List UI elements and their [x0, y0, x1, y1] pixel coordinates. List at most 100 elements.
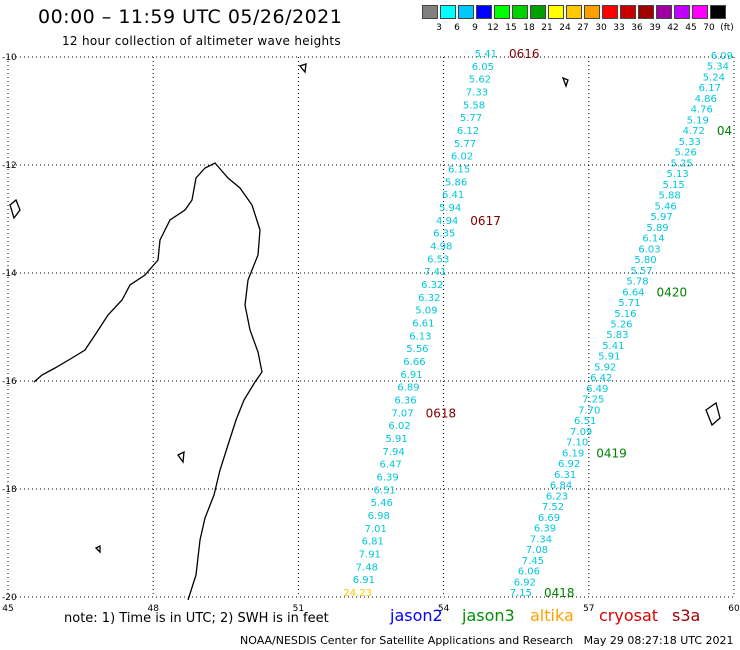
swh-value: 6.31	[554, 470, 576, 481]
swh-value: 7.09	[570, 427, 592, 438]
lon-tick-label: 57	[583, 604, 594, 614]
swh-value: 6.42	[590, 373, 612, 384]
swh-value: 6.05	[472, 62, 494, 73]
island-2	[298, 63, 307, 74]
swh-value: 5.89	[646, 223, 668, 234]
swh-value: 7.91	[359, 550, 381, 561]
island-6	[94, 544, 101, 554]
swh-value: 5.19	[687, 115, 709, 126]
swh-value: 6.47	[379, 460, 401, 471]
swh-value: 6.39	[534, 524, 556, 535]
swh-value: 6.09	[711, 51, 733, 62]
time-label: 0419	[596, 446, 627, 460]
legend-label: 18	[523, 23, 535, 33]
swh-value: 6.12	[457, 126, 479, 137]
island-3	[561, 76, 569, 88]
coastline	[9, 63, 721, 601]
lat-tick-label: -18	[2, 485, 17, 495]
swh-value: 6.66	[403, 357, 425, 368]
swh-value: 7.08	[526, 545, 548, 556]
swh-value: 6.49	[586, 384, 608, 395]
lat-lon-grid	[7, 56, 735, 598]
lon-tick-label: 60	[728, 604, 740, 614]
map-subtitle: 12 hour collection of altimeter wave hei…	[62, 34, 341, 48]
lat-tick-label: -14	[2, 269, 17, 279]
swh-value: 6.02	[388, 421, 410, 432]
swh-value: 7.70	[578, 405, 600, 416]
time-label: 0617	[470, 214, 501, 228]
swh-value: 5.26	[675, 148, 697, 159]
swh-value: 5.16	[614, 309, 636, 320]
legend-label: 30	[595, 23, 607, 33]
lon-tick-label: 48	[147, 604, 159, 614]
swh-value: 6.13	[409, 331, 431, 342]
legend-swatch	[692, 5, 708, 19]
satellite-label: cryosat	[599, 606, 659, 625]
swh-value: 5.80	[634, 255, 656, 266]
swh-value: 5.62	[469, 75, 491, 86]
swh-value: 5.26	[610, 320, 632, 331]
swh-value: 7.48	[356, 562, 378, 573]
swh-value: 5.46	[654, 201, 676, 212]
legend-swatch	[710, 5, 726, 19]
legend-swatch	[458, 5, 474, 19]
swh-value: 6.17	[699, 83, 721, 94]
lon-tick-label: 51	[293, 604, 304, 614]
time-label: 0418	[544, 586, 575, 600]
time-label: 0420	[657, 285, 688, 299]
legend-swatch	[440, 5, 456, 19]
swh-value: 5.13	[667, 169, 689, 180]
swh-value: 5.77	[460, 113, 482, 124]
swh-value: 5.83	[606, 330, 628, 341]
legend-label: 42	[667, 23, 679, 33]
swh-value: 6.39	[377, 473, 399, 484]
satellite-label: jason2	[390, 606, 443, 625]
swh-value: 6.41	[442, 190, 464, 201]
swh-value: 6.23	[546, 491, 568, 502]
axis-labels: 45 48 51 54 57 60 -10 -12 -14 -16 -18 -20	[2, 53, 740, 614]
swh-value: 7.94	[382, 447, 404, 458]
swh-value: 7.45	[522, 556, 544, 567]
swh-value: 5.15	[662, 180, 684, 191]
legend-swatch	[620, 5, 636, 19]
credit-line: NOAA/NESDIS Center for Satellite Applica…	[240, 634, 734, 647]
swh-value: 6.14	[642, 234, 664, 245]
swh-value: 7.25	[582, 395, 604, 406]
swh-value: 7.52	[542, 502, 564, 513]
swh-value: 5.78	[626, 277, 648, 288]
swh-value: 6.51	[374, 485, 396, 496]
swh-value: 4.86	[695, 94, 717, 105]
legend-label: (ft)	[720, 23, 734, 33]
swh-value: 6.02	[451, 152, 473, 163]
swh-value: 5.91	[598, 352, 620, 363]
lon-tick-label: 45	[2, 604, 13, 614]
swh-value: 6.61	[412, 319, 434, 330]
swh-value: 6.35	[433, 229, 455, 240]
swh-value: 6.84	[550, 481, 572, 492]
legend-label: 24	[559, 23, 571, 33]
satellite-label: s3a	[672, 606, 701, 625]
legend-swatch	[548, 5, 564, 19]
altimeter-tracks: 5.41 6.05 5.62 7.335.58 5.77 6.12 5.77 6.02 6.15…	[343, 47, 733, 600]
swh-value: 6.06	[518, 567, 540, 578]
satellite-label: jason3	[462, 606, 515, 625]
swh-value: 5.57	[630, 266, 652, 277]
lat-tick-label: -12	[2, 161, 17, 171]
swh-value: 6.91	[353, 575, 375, 586]
footer-note: note: 1) Time is in UTC; 2) SWH is in fe…	[64, 611, 329, 626]
swh-value: 6.32	[418, 293, 440, 304]
legend-label: 36	[631, 23, 643, 33]
legend-swatch	[530, 5, 546, 19]
lat-tick-label: -20	[2, 593, 17, 603]
island-4	[705, 401, 721, 427]
legend-label: 15	[505, 23, 517, 33]
swh-value: 5.41	[602, 341, 624, 352]
swh-value: 6.51	[574, 416, 596, 427]
swh-value: 5.71	[618, 298, 640, 309]
swh-value: 6.15	[448, 165, 470, 176]
time-label: 0616	[509, 47, 540, 61]
swh-value: 6.19	[562, 448, 584, 459]
swh-value: 6.98	[368, 511, 390, 522]
swh-value: 24.23	[343, 588, 372, 599]
swh-value: 6.89	[397, 383, 419, 394]
